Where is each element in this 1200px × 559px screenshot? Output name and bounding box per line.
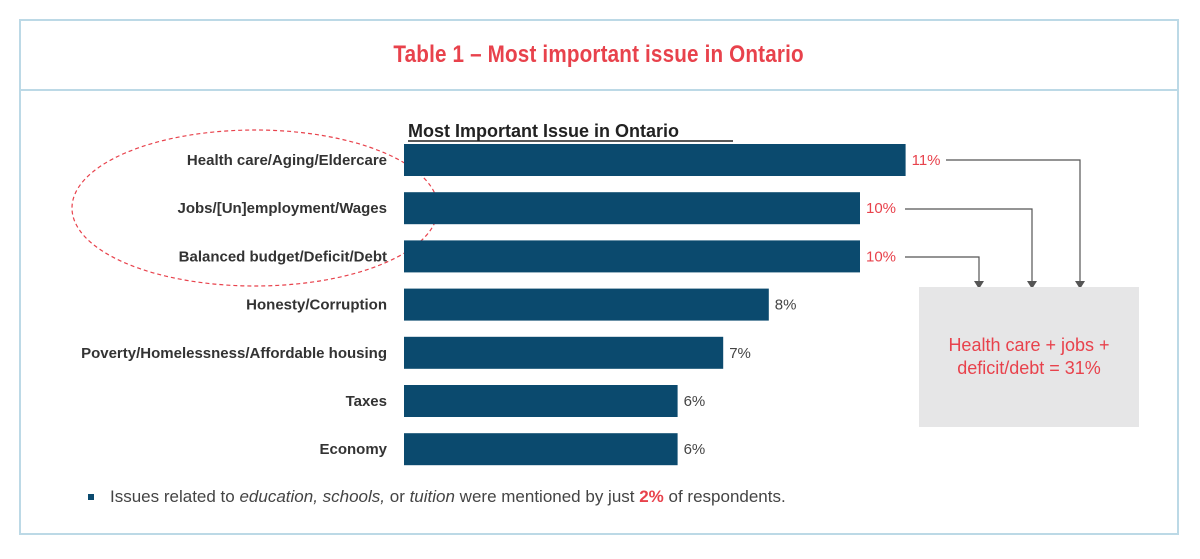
bar	[404, 144, 906, 176]
category-label: Balanced budget/Deficit/Debt	[179, 248, 387, 265]
table-title: Table 1 – Most important issue in Ontari…	[393, 41, 805, 68]
value-label: 7%	[729, 345, 751, 362]
footnote: Issues related to education, schools, or…	[88, 487, 786, 507]
bar	[404, 433, 678, 466]
value-label: 10%	[866, 248, 896, 265]
summary-callout: Health care + jobs + deficit/debt = 31%	[919, 287, 1139, 427]
bar	[404, 385, 678, 417]
value-label: 6%	[684, 441, 706, 458]
table-frame: Table 1 – Most important issue in Ontari…	[19, 19, 1179, 535]
category-label: Jobs/[Un]employment/Wages	[178, 200, 387, 217]
chart-title: Most Important Issue in Ontario	[408, 121, 679, 141]
bar	[404, 336, 724, 369]
category-label: Health care/Aging/Eldercare	[187, 152, 387, 169]
connector-health	[946, 159, 1081, 283]
callout-connectors	[905, 159, 1085, 289]
connector-budget	[905, 256, 980, 283]
category-label: Economy	[319, 441, 387, 458]
value-label: 11%	[912, 152, 941, 169]
category-label: Taxes	[346, 393, 387, 410]
bar	[404, 240, 860, 273]
category-label: Honesty/Corruption	[246, 297, 387, 314]
callout-text: Health care + jobs + deficit/debt = 31%	[948, 335, 1110, 378]
arrowhead-icon	[974, 281, 984, 289]
arrowhead-icon	[1027, 281, 1037, 289]
value-label: 10%	[866, 200, 896, 217]
bars-group: Health care/Aging/Eldercare 11% Jobs/[Un]e…	[81, 144, 941, 466]
arrowhead-icon	[1075, 281, 1085, 289]
category-label: Poverty/Homelessness/Affordable housing	[81, 345, 387, 362]
footnote-text: Issues related to education, schools, or…	[110, 487, 786, 506]
value-label: 8%	[775, 297, 797, 314]
connector-jobs	[905, 208, 1033, 283]
value-label: 6%	[684, 393, 706, 410]
bar	[404, 192, 860, 225]
table-header: Table 1 – Most important issue in Ontari…	[21, 21, 1177, 91]
bar	[404, 288, 769, 321]
bullet-square-icon	[88, 494, 94, 500]
